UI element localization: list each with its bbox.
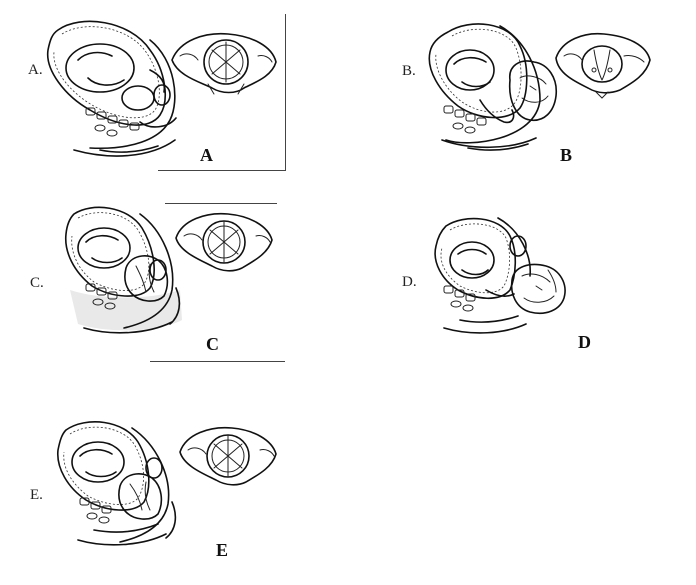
panel-a-right-rule	[285, 14, 286, 170]
panel-b-big-label: B	[560, 145, 573, 165]
panel-c-small-label: C.	[30, 275, 44, 291]
panel-d-big-label: D	[578, 332, 591, 352]
panel-c-top-rule	[165, 203, 277, 204]
panel-e-big-label: E	[216, 540, 229, 560]
panel-d-small-label: D.	[402, 274, 417, 290]
panel-c-bottom-rule	[150, 361, 285, 362]
panel-e-small-label: E.	[30, 487, 43, 503]
panel-c-big-label: C	[206, 334, 219, 354]
panel-a-big-label: A	[200, 145, 213, 165]
panel-b-small-label: B.	[402, 63, 416, 79]
panel-a-bottom-rule	[158, 170, 286, 171]
panel-a-small-label: A.	[28, 62, 43, 78]
